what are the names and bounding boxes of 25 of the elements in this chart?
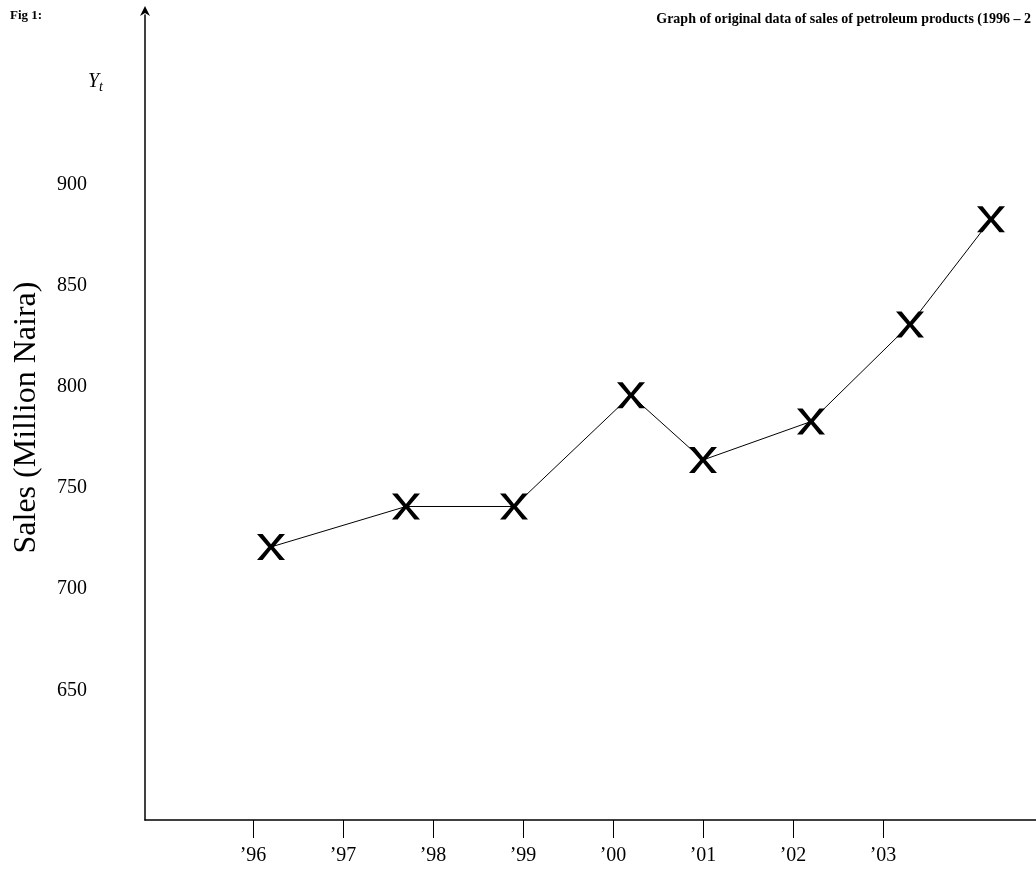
point — [257, 533, 285, 560]
point — [392, 493, 420, 520]
x-tick-label: ’99 — [509, 843, 537, 865]
y-axis-title: Sales (Million Naira) — [6, 281, 42, 554]
x-tick-label: ’02 — [779, 843, 807, 865]
x-tick-label: ’98 — [419, 843, 447, 865]
point — [689, 446, 717, 473]
caption: Fig 1: — [10, 7, 43, 22]
y-tick-label: 800 — [57, 374, 87, 397]
y-tick-label: 750 — [57, 475, 87, 498]
point — [896, 311, 924, 338]
chart-title: Graph of original data of sales of petroleum products (1996 – 2 — [656, 10, 1032, 27]
x-tick-label: ’96 — [239, 843, 267, 865]
x-tick-label: ’00 — [599, 843, 627, 865]
y-tick-label: 850 — [57, 273, 87, 296]
point — [617, 382, 645, 409]
y-tick-label: 900 — [57, 171, 87, 194]
point — [797, 408, 825, 435]
x-tick-label: ’97 — [329, 843, 357, 865]
y-tick-label: 700 — [57, 576, 87, 599]
point — [977, 206, 1005, 233]
x-tick-label: ’01 — [689, 843, 717, 865]
y-tick-label: 650 — [57, 677, 87, 700]
point — [500, 493, 528, 520]
x-tick-label: ’03 — [869, 843, 897, 865]
